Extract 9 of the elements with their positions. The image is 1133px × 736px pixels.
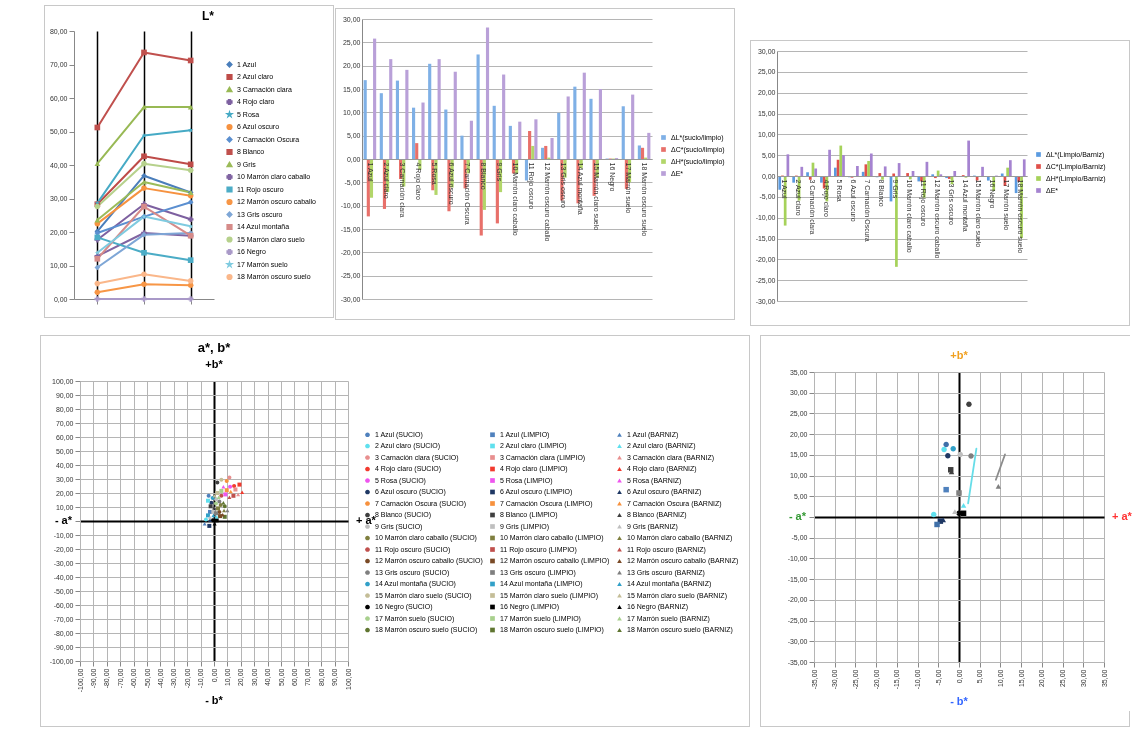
- text: - b*: [205, 694, 224, 706]
- text: + a*: [1112, 510, 1133, 522]
- chart-title: a*, b*: [197, 340, 232, 355]
- text: - a*: [788, 510, 807, 522]
- text: +b*: [205, 358, 224, 370]
- text: - a*: [54, 514, 73, 526]
- chart-title: L*: [202, 9, 215, 23]
- text: - b*: [950, 695, 969, 707]
- text: +b*: [950, 349, 969, 361]
